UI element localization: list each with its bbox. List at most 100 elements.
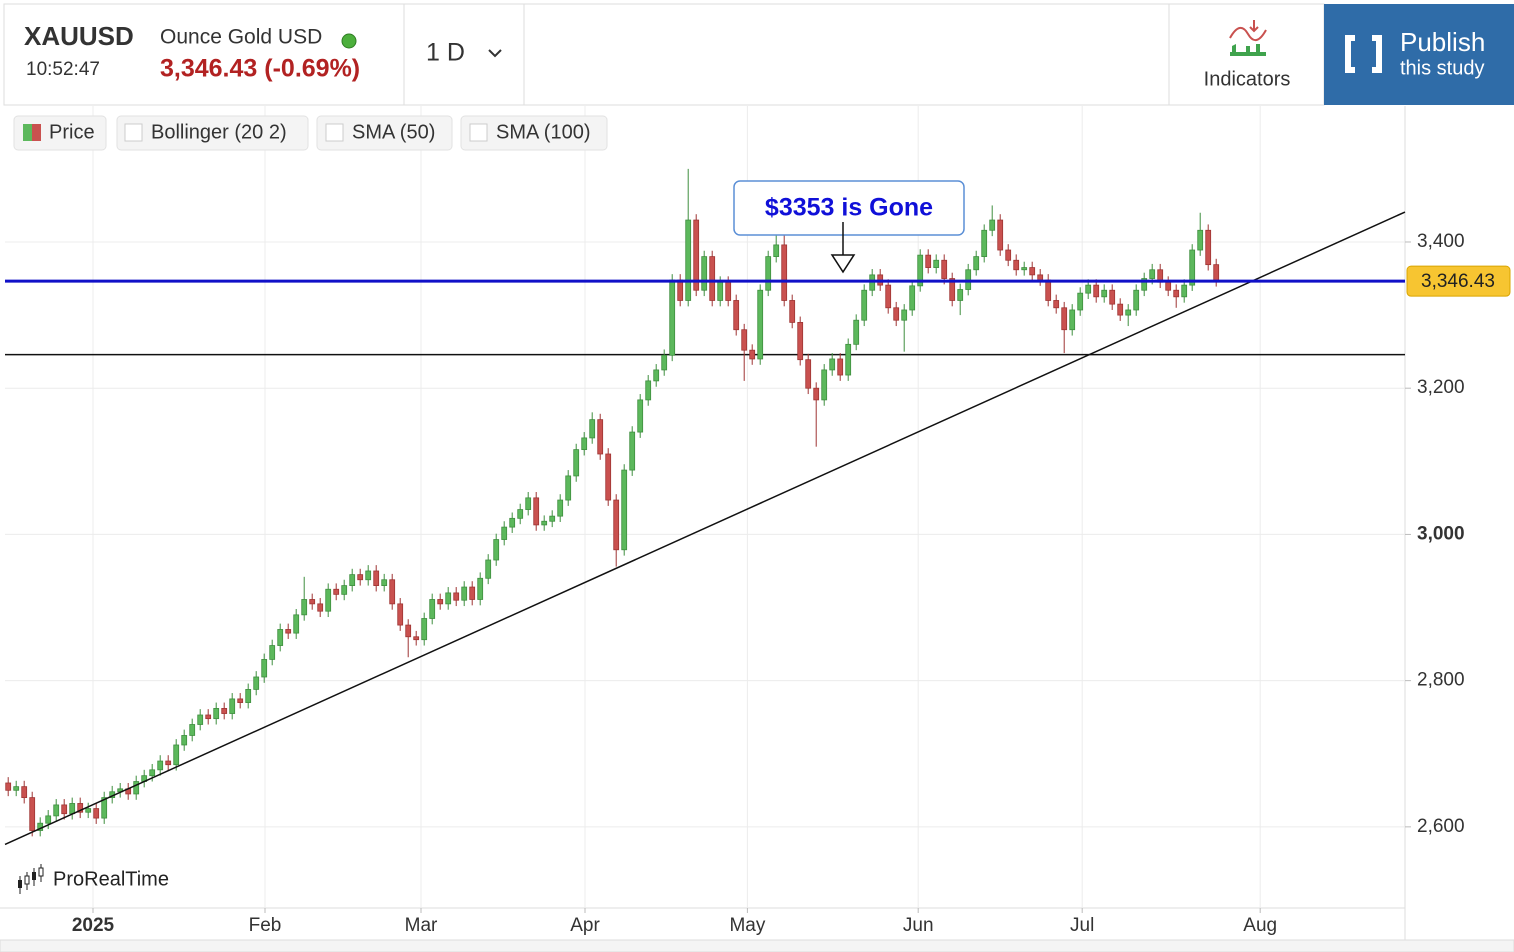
legend-button[interactable]	[460, 115, 608, 151]
candle-body	[981, 229, 988, 258]
candle-body	[853, 319, 860, 345]
watermark-icon	[24, 875, 30, 885]
legend-sma100[interactable]: SMA (100)	[460, 115, 608, 151]
candle-body	[1125, 309, 1132, 316]
candle-body	[573, 449, 580, 477]
candle-body	[13, 786, 20, 791]
legend-label[interactable]: SMA (50)	[352, 121, 435, 143]
candle-body	[53, 804, 60, 817]
candle-body	[357, 574, 364, 581]
candle-body	[701, 256, 708, 291]
candle-body	[749, 349, 756, 360]
candle-body	[501, 526, 508, 540]
interval-selector[interactable]: 1 D	[426, 39, 502, 67]
candle-body	[461, 586, 468, 601]
candle-body	[829, 358, 836, 371]
icon	[1229, 27, 1267, 41]
checkbox[interactable]	[325, 123, 344, 142]
candle-body	[413, 636, 420, 641]
candle-body	[1005, 249, 1012, 261]
candle-body	[1117, 303, 1124, 316]
candle-body	[613, 499, 620, 551]
candle-body	[989, 219, 996, 231]
candle-body	[5, 782, 12, 791]
candle-body	[333, 588, 340, 595]
candle-body	[1213, 264, 1220, 282]
candle-body	[997, 219, 1004, 251]
legend-sma50[interactable]: SMA (50)	[316, 115, 453, 151]
candle-body	[741, 329, 748, 351]
candle-body	[597, 419, 604, 455]
candle-body	[837, 358, 844, 376]
indicators-button[interactable]: Indicators	[1204, 20, 1291, 90]
candle-body	[133, 781, 140, 795]
y-tick-label: 2,800	[1417, 670, 1465, 691]
candle-body	[101, 797, 108, 819]
indicators-label[interactable]: Indicators	[1204, 68, 1291, 90]
candle-body	[541, 520, 548, 526]
x-tick-label: Apr	[570, 915, 600, 936]
legend-button[interactable]	[316, 115, 453, 151]
publish-button[interactable]: Publish this study	[1324, 4, 1514, 105]
candle-body	[693, 219, 700, 291]
legend-label[interactable]: Price	[49, 121, 95, 143]
candle-body	[893, 307, 900, 321]
time: 10:52:47	[26, 59, 100, 80]
candle-body	[245, 689, 252, 703]
candle-body	[221, 708, 228, 714]
candle-body	[261, 659, 268, 678]
legend-label[interactable]: SMA (100)	[496, 121, 590, 143]
publish-bg[interactable]	[1324, 4, 1514, 105]
candle-body	[925, 254, 932, 268]
publish-icon	[1345, 35, 1382, 73]
publish-label[interactable]: Publish	[1400, 27, 1485, 57]
candle-body	[773, 244, 780, 258]
candle-body	[677, 279, 684, 301]
candle-body	[317, 603, 324, 612]
publish-sub[interactable]: this study	[1400, 57, 1484, 79]
candle-body	[389, 579, 396, 605]
candle-body	[645, 380, 652, 401]
candle-body	[341, 585, 348, 595]
candle-body	[189, 724, 196, 736]
instrument-name: Ounce Gold USD	[160, 26, 322, 49]
annotation-box	[733, 180, 965, 236]
candle-body	[269, 645, 276, 660]
checkbox[interactable]	[124, 123, 143, 142]
icon	[1232, 44, 1260, 52]
legend-bollinger[interactable]: Bollinger (20 2)	[116, 115, 309, 151]
candle-body	[1085, 284, 1092, 294]
candle-body	[765, 256, 772, 291]
candle-body	[1189, 249, 1196, 286]
checkbox[interactable]	[469, 123, 488, 142]
legend-button[interactable]	[116, 115, 309, 151]
candle-body	[1093, 284, 1100, 298]
symbol: XAUUSD	[24, 21, 134, 51]
candle-body	[821, 369, 828, 401]
candle-body	[85, 808, 92, 813]
candle-body	[797, 322, 804, 361]
legend-price[interactable]: Price	[13, 115, 107, 151]
candle-body	[45, 815, 52, 824]
annotation-arrow	[830, 254, 856, 274]
candle-body	[421, 618, 428, 641]
candle-body	[1133, 289, 1140, 311]
candle-body	[533, 497, 540, 526]
plot: 2,600 2,800 3,000 3,200 3,400 2025 Feb Mar Apr Ma…	[0, 106, 1514, 952]
candle-body	[1077, 292, 1084, 311]
annotation-text: $3353 is Gone	[765, 194, 933, 222]
candle-body	[157, 760, 164, 771]
candle-body	[781, 244, 788, 301]
candle-body	[757, 289, 764, 360]
candle-body	[949, 278, 956, 301]
candle-body	[1165, 281, 1172, 291]
candle-body	[509, 517, 516, 528]
legend-label[interactable]: Bollinger (20 2)	[151, 121, 287, 143]
candle-body	[1021, 267, 1028, 271]
interval[interactable]: 1 D	[426, 39, 465, 67]
candle-body	[1101, 289, 1108, 298]
candle-body	[253, 676, 260, 690]
candle-body	[277, 629, 284, 646]
